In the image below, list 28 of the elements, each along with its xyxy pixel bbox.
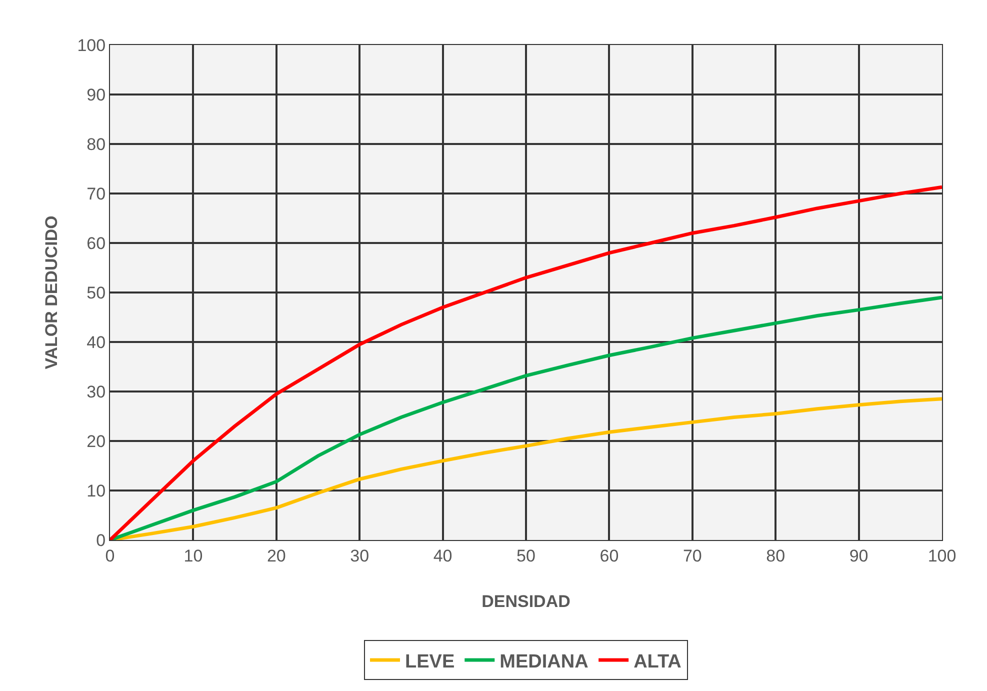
y-tick-label: 0 — [96, 530, 106, 550]
x-tick-label: 70 — [682, 546, 702, 566]
line-series — [110, 296, 942, 540]
x-axis-title: DENSIDAD — [482, 592, 570, 611]
x-tick-label: 20 — [266, 546, 286, 566]
y-tick-label: 30 — [86, 382, 106, 402]
y-tick-label: 80 — [86, 134, 106, 154]
x-tick-label: 60 — [600, 546, 619, 566]
y-tick-label: 40 — [86, 332, 106, 352]
x-tick-label: 10 — [184, 546, 203, 566]
line-series — [110, 185, 942, 540]
legend-label: LEVE — [405, 651, 455, 672]
x-tick-label: 50 — [516, 546, 536, 566]
y-axis-title: VALOR DEDUCIDO — [42, 216, 61, 370]
y-tick-label: 70 — [86, 184, 106, 204]
x-tick-label: 100 — [928, 546, 956, 566]
y-tick-label: 60 — [86, 234, 106, 253]
y-tick-label: 90 — [86, 85, 106, 104]
x-tick-label: 80 — [766, 546, 786, 566]
x-tick-label: 90 — [849, 546, 868, 566]
legend-label: MEDIANA — [500, 651, 589, 672]
y-tick-label: 20 — [86, 432, 106, 451]
y-tick-label: 10 — [86, 481, 106, 500]
legend-label: ALTA — [634, 651, 682, 672]
x-tick-label: 30 — [350, 546, 370, 566]
y-tick-label: 100 — [77, 36, 106, 55]
x-tick-label: 40 — [433, 546, 452, 566]
y-tick-label: 50 — [86, 283, 106, 302]
